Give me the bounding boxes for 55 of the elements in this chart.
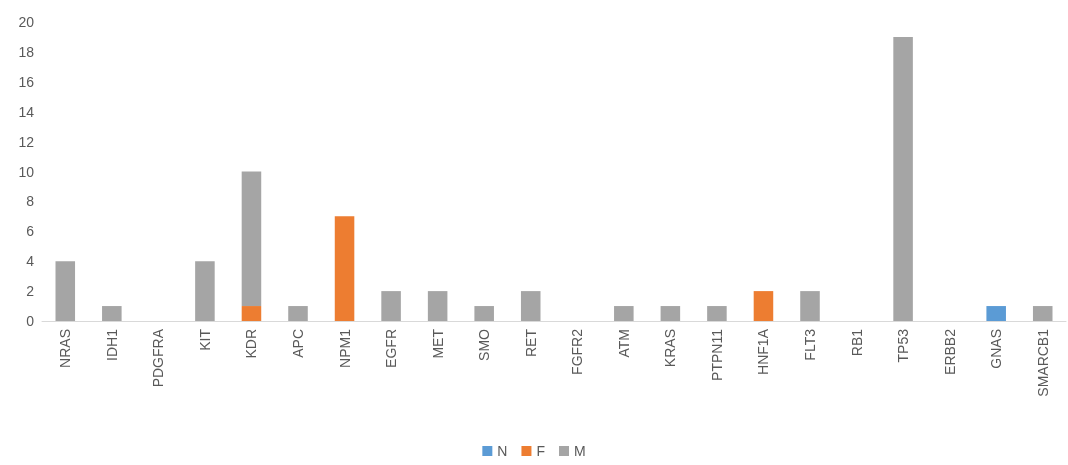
bar [893,36,913,321]
x-tick-label: MET [429,328,446,359]
x-tick-label: EGFR [383,329,400,368]
y-tick-label: 8 [26,193,35,210]
x-tick-label: APC [290,329,306,358]
x-tick-label: ERBB2 [941,328,958,375]
x-tick-label: RB1 [848,328,865,357]
legend-label: M [574,443,586,459]
x-tick-label: SMO [476,328,493,361]
x-tick-label: KIT [196,328,213,351]
x-tick-label: KRAS [662,329,679,368]
x-tick-label: IDH1 [103,328,120,361]
bar [753,291,774,321]
bar [102,306,122,321]
bar [660,306,681,321]
x-tick-label: PTPN11 [708,328,725,381]
bar [986,306,1006,321]
bar [195,261,215,321]
bar [614,306,634,321]
x-tick-label: ATM [615,329,632,358]
bar [707,306,727,321]
x-tick-label: TP53 [895,328,912,363]
bar [520,291,541,321]
x-tick-label: GNAS [988,329,1005,369]
y-tick-label: 14 [18,103,35,120]
bar [381,291,401,321]
x-tick-label: PDGFRA [150,328,167,388]
y-tick-label: 6 [26,223,35,240]
x-tick-label: HNF1A [755,328,772,375]
y-tick-label: 0 [26,313,35,329]
y-tick-label: 20 [18,14,35,30]
x-tick-label: NPM1 [336,328,353,368]
x-tick-label: NRAS [57,329,74,368]
x-tick-label: RET [522,328,539,357]
y-tick-label: 4 [26,253,35,270]
x-tick-label: KDR [243,329,260,359]
legend-label: F [536,443,546,459]
y-tick-label: 2 [26,283,35,300]
bar [288,306,308,321]
y-tick-label: 18 [18,43,35,60]
bar [474,306,494,321]
bar [334,216,355,321]
bar [241,306,262,321]
bar [1032,306,1053,321]
x-tick-label: SMARCB1 [1034,328,1051,397]
x-tick-label: FLT3 [802,328,818,361]
y-tick-label: 10 [18,163,35,180]
bar [55,261,76,321]
y-tick-label: 16 [18,73,35,90]
bar [427,291,448,321]
y-tick-label: 12 [18,133,35,150]
x-tick-label: FGFR2 [569,328,586,375]
bar [800,291,820,321]
legend-label: N [497,443,508,459]
bar [241,171,262,307]
